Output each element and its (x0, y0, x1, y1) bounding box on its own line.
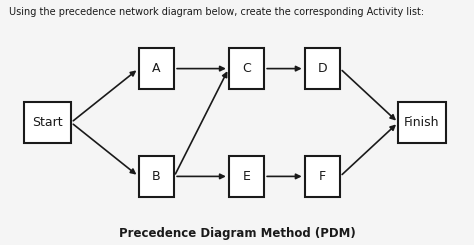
Text: A: A (152, 62, 161, 75)
FancyBboxPatch shape (304, 48, 340, 89)
Text: F: F (319, 170, 326, 183)
FancyBboxPatch shape (228, 156, 264, 197)
Text: E: E (243, 170, 250, 183)
FancyBboxPatch shape (138, 156, 174, 197)
FancyBboxPatch shape (138, 48, 174, 89)
Text: D: D (318, 62, 327, 75)
FancyBboxPatch shape (24, 102, 71, 143)
FancyBboxPatch shape (304, 156, 340, 197)
FancyBboxPatch shape (398, 102, 446, 143)
FancyBboxPatch shape (228, 48, 264, 89)
Text: Precedence Diagram Method (PDM): Precedence Diagram Method (PDM) (118, 227, 356, 240)
Text: Start: Start (32, 116, 63, 129)
Text: B: B (152, 170, 161, 183)
Text: Using the precedence network diagram below, create the corresponding Activity li: Using the precedence network diagram bel… (9, 7, 425, 17)
Text: Finish: Finish (404, 116, 439, 129)
Text: C: C (242, 62, 251, 75)
